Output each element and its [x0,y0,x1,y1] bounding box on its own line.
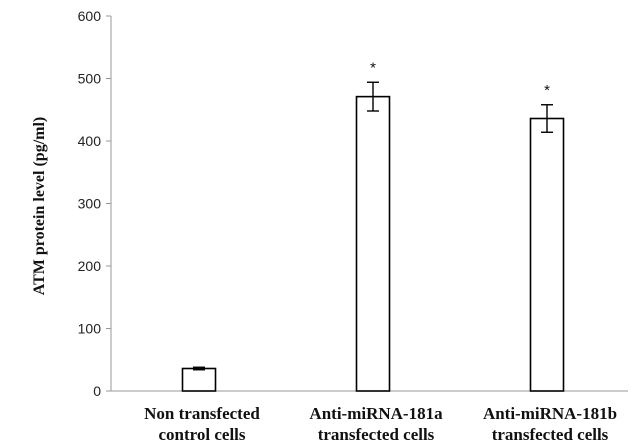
y-tick-label: 0 [93,383,101,399]
significance-marker: * [370,59,376,76]
y-axis-title: ATM protein level (pg/ml) [31,117,48,296]
bar [529,117,565,392]
x-tick-label: control cells [158,425,245,444]
y-tick-label: 400 [78,133,102,149]
significance-marker: * [544,82,550,99]
x-tick-label: transfected cells [318,425,435,444]
x-tick-label: Non transfected [144,404,260,423]
bars: ** [181,59,565,392]
y-tick-label: 500 [78,71,102,87]
x-tick-label: Anti-miRNA-181b [483,404,617,423]
x-tick-label: Anti-miRNA-181a [309,404,443,423]
axes: 0 100 200 300 400 500 600 [78,8,628,399]
y-tick-label: 600 [78,8,102,24]
category-labels: Non transfected control cells Anti-miRNA-1… [144,404,617,444]
x-tick-label: transfected cells [492,425,609,444]
bar [181,367,217,392]
bar [355,95,391,392]
y-tick-label: 200 [78,258,102,274]
y-tick-label: 100 [78,321,102,337]
y-tick-label: 300 [78,196,102,212]
